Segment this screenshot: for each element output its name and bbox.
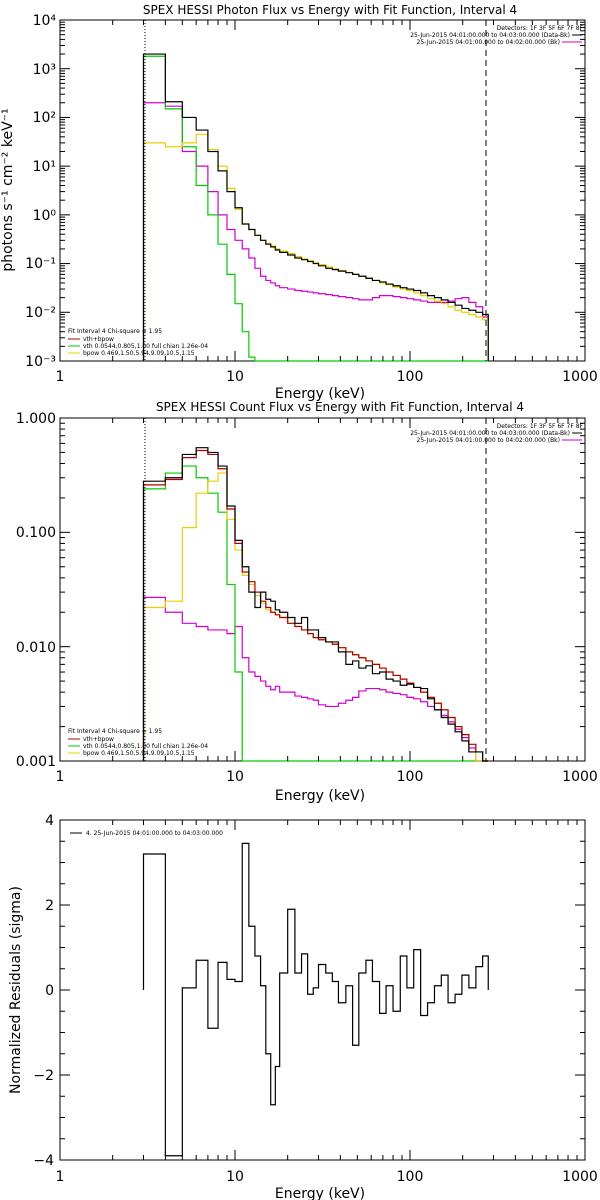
photon-flux-ytick-label: 10⁻³ [25,354,56,370]
count-flux-title: SPEX HESSI Count Flux vs Energy with Fit… [156,400,524,414]
count-flux-bk-histogram [142,596,489,762]
residuals-xtick-label: 1 [56,1169,65,1185]
photon-flux-title: SPEX HESSI Photon Flux vs Energy with Fi… [143,3,517,17]
residuals-legend-label: 4. 25-Jun-2015 04:01:00.000 to 04:03:00.… [86,830,223,837]
photon-flux-ytick-label: 10¹ [33,159,56,175]
photon-flux-ytick-label: 10⁰ [33,208,57,224]
count-flux-xtick-label: 1000 [562,769,598,785]
residuals-x-axis-label: Energy (keV) [275,1186,365,1200]
residuals-panel: 1 10 100 1000 −4 −2 0 2 4 Energy (keV) N… [8,813,598,1200]
photon-flux-legend-data-label: 25-Jun-2015 04:01:00.000 to 04:03:00.000… [410,32,570,39]
photon-flux-legend-bpow-label: bpow 0.469,1.50,5.94,9.09,10.5,1.15 [83,350,195,357]
count-flux-xtick-label: 100 [397,769,424,785]
residuals-ytick-label: −2 [33,1068,54,1084]
photon-flux-fit-summary: Fit Interval 4 Chi-square = 1.95 [68,328,162,335]
photon-flux-ticks [59,19,585,362]
count-flux-ytick-label: 0.001 [16,754,56,770]
residuals-ticks [59,819,585,1161]
photon-flux-xtick-label: 1000 [562,369,598,385]
count-flux-legend-fit-label: vth+bpow [83,736,114,743]
photon-flux-vth-histogram [142,55,489,362]
photon-flux-ytick-label: 10³ [33,62,56,78]
photon-flux-ytick-label: 10² [33,110,56,126]
photon-flux-legend-vth-label: vth 0.0544,0.805,1.00 full chian 1.26e-0… [83,343,208,350]
residuals-traces [142,842,489,1157]
count-flux-bpow-histogram [142,472,489,762]
count-flux-ytick-label: 0.100 [16,525,56,541]
photon-flux-bpow-histogram [142,133,489,361]
count-flux-legend-bpow-label: bpow 0.469,1.50,5.94,9.09,10.5,1.15 [83,750,195,757]
photon-flux-y-axis-label: photons s⁻¹ cm⁻² keV⁻¹ [0,108,16,271]
residuals-ytick-label: 2 [45,898,54,914]
photon-flux-xtick-label: 1 [56,369,65,385]
photon-flux-xtick-label: 10 [226,369,244,385]
count-flux-legend-bk-label: 25-Jun-2015 04:01:00.000 to 04:02:00.000… [417,437,560,444]
photon-flux-bk-histogram [142,102,489,361]
count-flux-traces [142,447,489,762]
photon-flux-panel: SPEX HESSI Photon Flux vs Energy with Fi… [0,3,598,402]
photon-flux-ytick-label: 10⁻² [25,305,56,321]
residuals-plot-frame [59,819,586,1161]
photon-flux-xtick-label: 100 [397,369,424,385]
photon-flux-legend-bk-label: 25-Jun-2015 04:01:00.000 to 04:02:00.000… [417,39,560,46]
count-flux-xtick-label: 10 [226,769,244,785]
count-flux-legend-vth-label: vth 0.0544,0.805,1.00 full chian 1.26e-0… [83,743,208,750]
count-flux-fit-histogram [142,449,489,762]
count-flux-total-histogram [142,447,489,762]
residuals-y-axis-label: Normalized Residuals (sigma) [8,886,24,1094]
count-flux-fit-summary: Fit Interval 4 Chi-square = 1.95 [68,728,162,735]
count-flux-ytick-label: 1.000 [16,411,56,427]
count-flux-ticks [59,417,585,762]
photon-flux-detectors-label: Detectors: 1F 3F 5F 6F 7F 8F [497,25,584,32]
count-flux-legend-data-label: 25-Jun-2015 04:01:00.000 to 04:03:00.000… [410,430,570,437]
residuals-xtick-label: 1000 [562,1169,598,1185]
photon-flux-traces [142,53,489,362]
residuals-xtick-label: 100 [397,1169,424,1185]
count-flux-ytick-label: 0.010 [16,640,56,656]
count-flux-x-axis-label: Energy (keV) [275,788,365,804]
residuals-ytick-label: 0 [45,983,54,999]
photon-flux-x-axis-label: Energy (keV) [275,386,365,402]
photon-flux-ytick-label: 10⁻¹ [25,256,56,272]
residuals-xtick-label: 10 [226,1169,244,1185]
count-flux-vth-histogram [142,465,489,762]
photon-flux-plot-frame [59,19,586,362]
photon-flux-ytick-label: 10⁴ [33,13,57,29]
count-flux-xtick-label: 1 [56,769,65,785]
photon-flux-legend-fit-label: vth+bpow [83,336,114,343]
count-flux-panel: SPEX HESSI Count Flux vs Energy with Fit… [16,400,598,804]
residuals-ytick-label: 4 [45,813,54,829]
count-flux-plot-frame [59,417,586,762]
photon-flux-total-histogram [142,53,489,361]
count-flux-detectors-label: Detectors: 1F 3F 5F 6F 7F 8F [497,423,584,430]
residuals-total-histogram [142,842,489,1157]
residuals-ytick-label: −4 [33,1153,54,1169]
